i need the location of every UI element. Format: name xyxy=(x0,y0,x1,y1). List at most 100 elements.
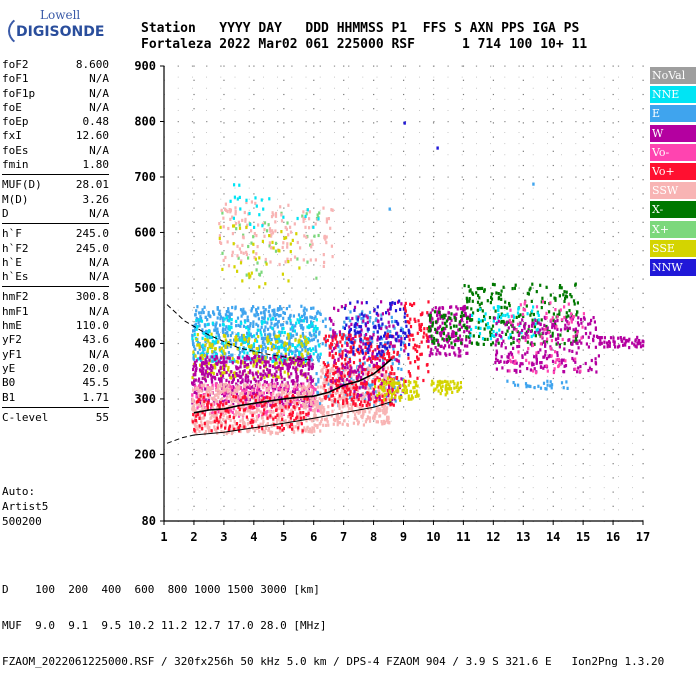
echo-point xyxy=(280,392,283,396)
grid-dot xyxy=(547,220,548,222)
echo-point xyxy=(266,422,269,426)
echo-point xyxy=(226,356,229,360)
grid-dot xyxy=(618,243,619,244)
grid-dot xyxy=(376,343,378,344)
echo-point xyxy=(213,363,217,367)
echo-point xyxy=(295,398,298,402)
grid-dot xyxy=(192,176,193,178)
grid-dot xyxy=(490,354,491,355)
grid-dot xyxy=(291,487,293,489)
echo-point xyxy=(289,416,292,420)
echo-point xyxy=(279,369,282,373)
grid-dot xyxy=(334,154,335,156)
grid-dot xyxy=(362,176,364,178)
echo-point xyxy=(222,356,225,360)
grid-dot xyxy=(589,343,591,344)
echo-point xyxy=(269,341,273,345)
echo-point xyxy=(224,331,227,335)
echo-point xyxy=(260,393,263,398)
grid-dot xyxy=(612,221,614,223)
grid-dot xyxy=(522,491,524,493)
grid-dot xyxy=(362,509,364,511)
param-row: D N/A xyxy=(2,207,109,221)
echo-point xyxy=(216,405,219,409)
grid-dot xyxy=(206,487,207,489)
echo-point xyxy=(215,401,218,405)
echo-point xyxy=(226,345,229,349)
echo-point xyxy=(314,330,318,334)
echo-point xyxy=(218,309,221,313)
echo-point xyxy=(306,385,309,389)
echo-point xyxy=(302,309,305,313)
echo-point xyxy=(227,325,230,329)
grid-dot xyxy=(403,434,405,436)
grid-dot xyxy=(223,108,225,110)
grid-dot xyxy=(462,491,465,493)
grid-dot xyxy=(476,143,477,145)
grid-dot xyxy=(376,132,378,133)
echo-point xyxy=(225,401,228,405)
grid-dot xyxy=(447,442,449,444)
echo-point xyxy=(311,338,314,342)
echo-point xyxy=(229,325,232,329)
grid-dot xyxy=(348,121,349,122)
grid-dot xyxy=(575,487,577,489)
echo-point xyxy=(260,399,264,403)
grid-dot xyxy=(618,187,619,189)
echo-point xyxy=(224,420,227,424)
echo-point xyxy=(229,409,232,413)
echo-point xyxy=(215,338,218,342)
echo-point xyxy=(201,357,204,361)
grid-dot xyxy=(490,243,491,244)
echo-point xyxy=(267,360,270,364)
echo-point xyxy=(205,329,208,333)
echo-point xyxy=(303,400,306,404)
echo-point xyxy=(277,319,280,324)
echo-point xyxy=(299,363,302,367)
grid-dot xyxy=(305,232,307,233)
echo-point xyxy=(231,380,234,385)
grid-dot xyxy=(642,434,644,436)
echo-point xyxy=(200,361,204,365)
grid-dot xyxy=(552,377,554,380)
grid-dot xyxy=(362,298,364,300)
echo-point xyxy=(231,374,235,378)
grid-dot xyxy=(642,164,644,167)
param-value: 28.01 xyxy=(75,178,109,192)
echo-point xyxy=(198,345,201,349)
grid-dot xyxy=(632,398,633,400)
echo-point xyxy=(289,390,292,394)
echo-point xyxy=(239,308,243,312)
grid-dot xyxy=(632,232,633,233)
grid-dot xyxy=(283,179,285,181)
grid-dot xyxy=(561,365,562,367)
echo-point xyxy=(216,307,219,311)
grid-dot xyxy=(343,65,345,67)
echo-point xyxy=(344,334,347,338)
grid-dot xyxy=(632,498,633,500)
echo-point xyxy=(204,369,207,373)
echo-point xyxy=(312,404,315,408)
grid-dot xyxy=(319,465,321,466)
grid-dot xyxy=(319,343,321,344)
grid-dot xyxy=(220,198,222,200)
echo-point xyxy=(220,379,223,383)
echo-point xyxy=(309,392,312,396)
param-name: foEs xyxy=(2,143,29,157)
echo-point xyxy=(372,330,375,334)
grid-dot xyxy=(348,243,349,244)
echo-point xyxy=(289,349,292,353)
grid-dot xyxy=(612,321,614,323)
grid-dot xyxy=(291,498,293,500)
echo-point xyxy=(214,341,217,345)
echo-point xyxy=(310,316,313,320)
echo-point xyxy=(226,390,229,394)
echo-point xyxy=(268,305,271,309)
grid-dot xyxy=(263,354,264,355)
echo-point xyxy=(212,410,215,414)
echo-point xyxy=(215,418,219,423)
grid-dot xyxy=(419,420,420,422)
echo-point xyxy=(204,343,207,347)
echo-point xyxy=(251,388,254,392)
grid-dot xyxy=(575,98,577,100)
